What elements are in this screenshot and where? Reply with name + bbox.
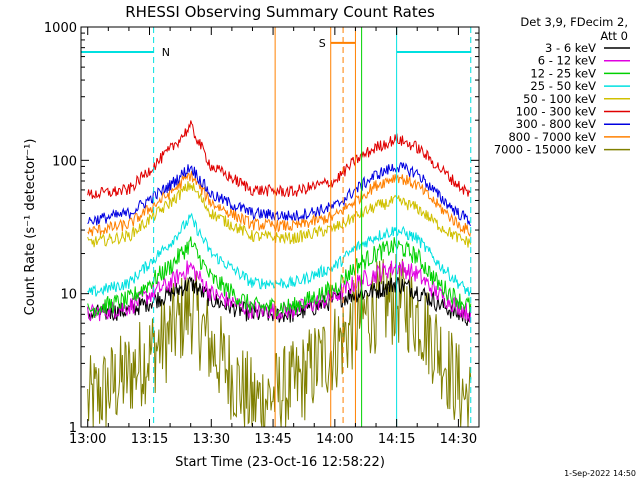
footer-date: 1-Sep-2022 14:50 [564,469,636,478]
legend-label-5: 100 - 300 keV [516,105,596,119]
legend-label-2: 12 - 25 keV [530,66,596,80]
series-line-5 [87,120,472,200]
x-tick-label-2: 13:30 [193,432,230,447]
y-tick-label-2: 100 [52,154,77,169]
x-axis-label: Start Time (23-Oct-16 12:58:22) [175,455,385,470]
legend-label-1: 6 - 12 keV [538,54,596,68]
series-line-4 [87,181,472,248]
legend-header-line-2: Att 0 [600,29,628,43]
annotation-n: N [162,46,170,59]
y-tick-label-3: 1000 [44,21,77,36]
x-tick-label-1: 13:15 [131,432,168,447]
legend-label-4: 50 - 100 keV [523,92,596,106]
x-tick-label-0: 13:00 [69,432,106,447]
x-tick-label-3: 13:45 [254,432,291,447]
y-tick-label-1: 10 [60,288,77,303]
series-line-0 [87,276,472,327]
series-line-6 [87,162,472,226]
plot-frame [80,26,480,428]
x-tick-label-4: 14:00 [316,432,353,447]
chart-title: RHESSI Observing Summary Count Rates [125,3,435,21]
series-line-1 [87,260,472,323]
x-tick-label-5: 14:15 [378,432,415,447]
legend-label-7: 800 - 7000 keV [508,130,596,144]
legend-label-3: 25 - 50 keV [530,79,596,93]
legend-label-0: 3 - 6 keV [545,41,596,55]
legend-label-8: 7000 - 15000 keV [494,143,596,157]
annotation-s: S [319,37,326,50]
series-line-2 [87,236,472,318]
series-line-7 [87,170,472,238]
series-line-8 [87,253,472,428]
y-axis-label: Count Rate (s⁻¹ detector⁻¹) [23,139,38,316]
series-line-3 [87,212,472,297]
x-tick-label-6: 14:30 [440,432,477,447]
legend-label-6: 300 - 800 keV [516,117,596,131]
y-tick-label-0: 1 [69,421,77,436]
legend-header-line-1: Det 3,9, FDecim 2, [520,15,628,29]
